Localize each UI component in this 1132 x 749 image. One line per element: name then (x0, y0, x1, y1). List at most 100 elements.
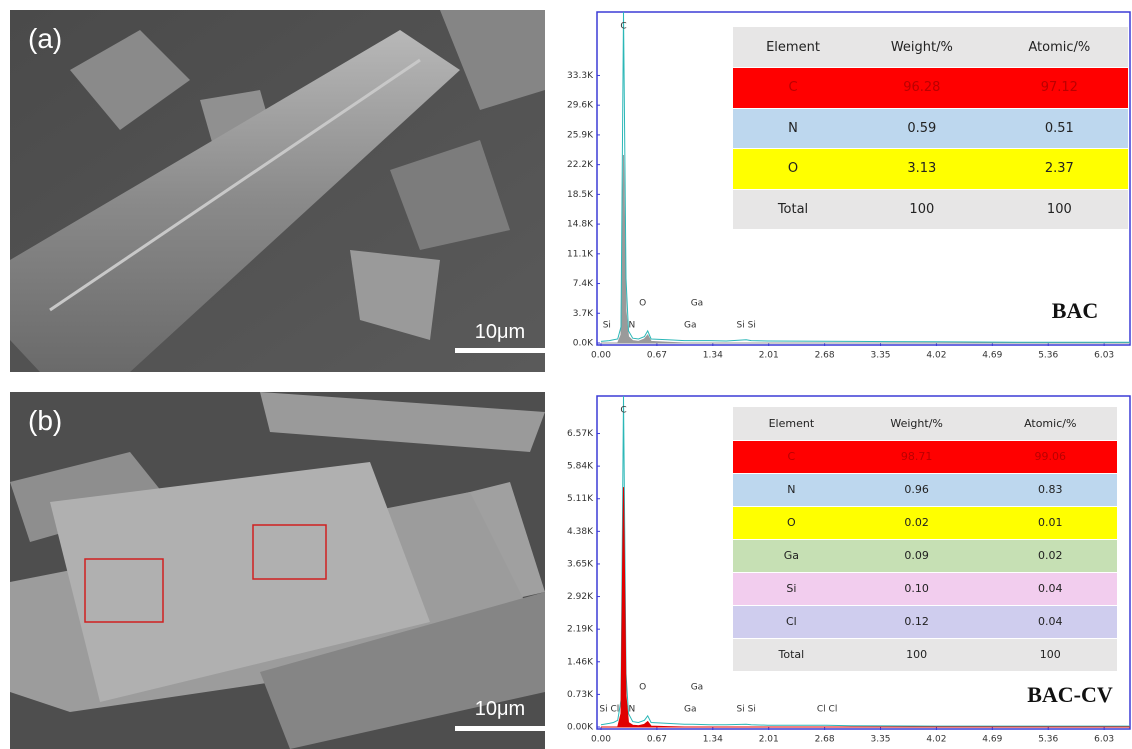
table-row: C 98.71 99.06 (733, 440, 1117, 474)
table-cell: 97.12 (990, 67, 1128, 109)
y-tick-label: 5.11K (567, 494, 594, 504)
peak-label: Si Si (737, 321, 756, 331)
peak-label: Si Si (737, 705, 756, 715)
y-tick-label: 5.84K (567, 462, 594, 472)
table-row: Ga 0.09 0.02 (733, 539, 1117, 573)
table-cell: N (733, 473, 850, 507)
y-tick-label: 18.5K (567, 190, 594, 200)
table-cell: C (733, 440, 850, 474)
table-cell: 3.13 (853, 148, 991, 190)
table-cell: Cl (733, 605, 850, 639)
table-row: N 0.96 0.83 (733, 473, 1117, 507)
x-tick-label: 4.69 (982, 735, 1002, 745)
peak-label: N (629, 321, 636, 331)
peak-label: Ga (684, 321, 697, 331)
sample-title: BAC (1052, 298, 1098, 323)
y-tick-label: 3.7K (573, 309, 594, 319)
table-cell: 0.83 (983, 473, 1117, 507)
table-cell: Ga (733, 539, 850, 573)
plot-frame (596, 395, 1131, 730)
table-row: N 0.59 0.51 (733, 108, 1128, 149)
composition-table: Element Weight/% Atomic/% C 96.28 97.12 N 0.59 0… (733, 27, 1128, 230)
x-tick-label: 4.69 (982, 351, 1002, 361)
table-cell: 0.02 (983, 539, 1117, 573)
table-row: C 96.28 97.12 (733, 67, 1128, 109)
table-cell: C (733, 67, 854, 109)
sem-image: (a) 10μm (10, 10, 545, 372)
x-tick-label: 0.67 (647, 735, 667, 745)
table-cell: 98.71 (849, 440, 984, 474)
table-header: Element Weight/% Atomic/% (733, 27, 1128, 68)
table-cell: 0.12 (849, 605, 984, 639)
x-tick-label: 2.68 (815, 351, 835, 361)
peak-label: N (629, 705, 636, 715)
scale-bar-label: 10μm (475, 698, 525, 720)
y-tick-label: 6.57K (567, 429, 594, 439)
table-cell: Element (733, 27, 854, 68)
table-row: O 3.13 2.37 (733, 148, 1128, 190)
x-tick-label: 3.35 (870, 351, 890, 361)
y-tick-label: 2.92K (567, 592, 594, 602)
table-row: Total 100 100 (733, 638, 1117, 672)
table-cell: O (733, 506, 850, 540)
table-cell: 0.02 (849, 506, 984, 540)
x-tick-label: 5.36 (1038, 351, 1058, 361)
y-tick-label: 2.19K (567, 625, 594, 635)
table-cell: 100 (983, 638, 1117, 672)
spectrum (600, 11, 1130, 343)
table-cell: Si (733, 572, 850, 606)
table-row: Total 100 100 (733, 189, 1128, 230)
y-tick-label: 4.38K (567, 527, 594, 537)
x-tick-label: 0.00 (591, 351, 611, 361)
x-tick-label: 2.68 (815, 735, 835, 745)
peak-label: Ga (691, 683, 704, 693)
x-tick-label: 1.34 (703, 351, 723, 361)
table-cell: 100 (990, 189, 1128, 230)
plot-frame (596, 11, 1131, 346)
x-tick-label: 4.02 (926, 735, 946, 745)
peak-label: Ga (691, 299, 704, 309)
y-tick-label: 11.1K (567, 249, 594, 259)
table-cell: 100 (853, 189, 991, 230)
table-row: Cl 0.12 0.04 (733, 605, 1117, 639)
x-tick-label: 6.03 (1094, 735, 1114, 745)
y-tick-label: 25.9K (567, 130, 594, 140)
peak-label: O (639, 299, 646, 309)
y-tick-label: 0.73K (567, 690, 594, 700)
x-tick-label: 0.67 (647, 351, 667, 361)
x-tick-label: 1.34 (703, 735, 723, 745)
table-cell: 0.59 (853, 108, 991, 149)
table-cell: Total (733, 189, 854, 230)
table-cell: Total (733, 638, 850, 672)
y-tick-label: 0.00K (567, 723, 594, 733)
sem-image: (b) 10μm (10, 392, 545, 749)
table-row: O 0.02 0.01 (733, 506, 1117, 540)
y-tick-label: 33.3K (567, 71, 594, 81)
x-tick-label: 2.01 (759, 351, 779, 361)
x-tick-label: 4.02 (926, 351, 946, 361)
panel-label: (a) (28, 23, 62, 54)
table-cell: 99.06 (983, 440, 1117, 474)
y-tick-label: 14.8K (567, 220, 594, 230)
table-cell: 96.28 (853, 67, 991, 109)
y-tick-label: 0.0K (573, 339, 594, 349)
spectrum (601, 487, 1130, 728)
sem-image-a: (a) 10μm (10, 10, 545, 372)
table-cell: Weight/% (853, 27, 991, 68)
panel-label: (b) (28, 405, 62, 436)
peak-label: Cl Cl (817, 705, 837, 715)
table-cell: 0.01 (983, 506, 1117, 540)
table-row: Si 0.10 0.04 (733, 572, 1117, 606)
y-tick-label: 7.4K (573, 279, 594, 289)
peak-label: O (639, 683, 646, 693)
peak-label: C (620, 406, 626, 416)
sem-image-b: (b) 10μm (10, 392, 545, 749)
scale-bar-label: 10μm (475, 321, 525, 343)
y-tick-label: 22.2K (567, 160, 594, 170)
sample-title: BAC-CV (1027, 682, 1113, 707)
x-tick-label: 6.03 (1094, 351, 1114, 361)
scale-bar (455, 348, 545, 353)
table-cell: 0.04 (983, 605, 1117, 639)
table-cell: Element (733, 407, 850, 441)
